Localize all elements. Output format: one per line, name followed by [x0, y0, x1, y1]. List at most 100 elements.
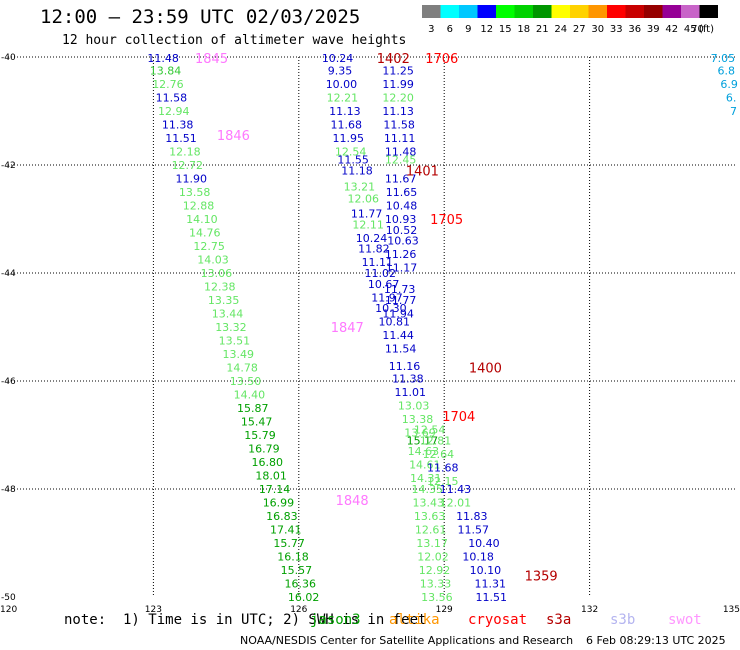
legend-label-27: 27: [573, 24, 586, 35]
wave-height-value: 13.32: [215, 321, 247, 334]
wave-height-value: 11.57: [458, 524, 490, 537]
wave-height-value: 12.75: [193, 240, 225, 253]
wave-height-value: 16.36: [285, 578, 317, 591]
wave-height-value: 11.54: [385, 343, 417, 356]
legend-label-39: 39: [647, 24, 660, 35]
wave-height-value: 13.21: [344, 181, 376, 194]
wave-height-value: 13.17: [416, 537, 448, 550]
wave-height-value: 14.63: [408, 445, 440, 458]
wave-height-value: 11.67: [385, 173, 417, 186]
legend-swatch-70: [699, 5, 718, 18]
wave-height-value: 11.11: [362, 256, 394, 269]
wave-height-value: 12.01: [440, 497, 472, 510]
legend-label-21: 21: [536, 24, 549, 35]
credit-text: NOAA/NESDIS Center for Satellite Applica…: [240, 634, 574, 647]
wave-height-value: 12.88: [183, 200, 215, 213]
legend-swatch-15: [496, 5, 515, 18]
wave-height-value: 12.11: [352, 218, 384, 231]
page-subtitle: 12 hour collection of altimeter wave hei…: [62, 33, 407, 48]
wave-height-value: 13.43: [412, 497, 444, 510]
wave-height-value: 17.14: [259, 483, 291, 496]
wave-height-value: 11.31: [474, 578, 506, 591]
pass-time-label: 1845: [195, 52, 228, 67]
lon-label-126: 126: [290, 605, 307, 615]
wave-height-value: 13.51: [219, 335, 251, 348]
wave-height-value: 16.83: [266, 510, 298, 523]
wave-height-value: 10.81: [379, 316, 411, 329]
wave-height-value: 12.20: [382, 92, 414, 105]
legend-swatch-39: [644, 5, 663, 18]
pass-time-label: 1359: [525, 569, 558, 584]
wave-height-value: 11.83: [456, 510, 488, 523]
wave-height-value: 11.58: [383, 119, 415, 132]
wave-height-value: 11.18: [341, 164, 373, 177]
lat-label--42: -42: [1, 161, 16, 171]
wave-height-value: 6.9: [720, 78, 738, 91]
wave-height-value: 6.8: [718, 65, 736, 78]
wave-height-value: 16.79: [248, 443, 280, 456]
wave-height-value: 12.45: [385, 154, 417, 167]
legend-label-70: 70: [691, 24, 704, 35]
wave-height-value: 11.48: [385, 146, 417, 159]
wave-height-value: 10.00: [326, 78, 358, 91]
lat-label--50: -50: [1, 593, 16, 603]
wave-height-value: 12.54: [414, 424, 446, 437]
wave-height-value: 10.52: [386, 224, 418, 237]
wave-height-value: 11.26: [385, 248, 417, 261]
wave-height-value: 17.41: [270, 524, 302, 537]
wave-height-value: 15.87: [237, 402, 269, 415]
legend-label-30: 30: [591, 24, 604, 35]
legend-swatch-18: [514, 5, 533, 18]
wave-height-value: 12.38: [204, 281, 236, 294]
legend-label-24: 24: [554, 24, 567, 35]
satellite-label-s3b: s3b: [610, 612, 636, 628]
wave-height-value: 10.18: [462, 551, 494, 564]
legend-label-9: 9: [465, 24, 471, 35]
satellite-label-swot: swot: [668, 612, 702, 628]
wave-height-value: 16.99: [263, 497, 295, 510]
wave-height-value: 13.38: [402, 413, 434, 426]
wave-height-value: 7: [730, 105, 737, 118]
pass-time-label: 1704: [442, 410, 475, 425]
legend-label-6: 6: [447, 24, 453, 35]
satellite-label-s3a: s3a: [546, 612, 572, 628]
wave-height-value: 14.61: [409, 459, 441, 472]
legend-label-15: 15: [499, 24, 512, 35]
wave-height-value: 13.06: [201, 267, 233, 280]
wave-height-value: 12.06: [348, 192, 380, 205]
legend-swatch-12: [477, 5, 496, 18]
lat-label--48: -48: [1, 485, 16, 495]
wave-height-value: 12.76: [152, 78, 184, 91]
satellite-label-altika: altika: [389, 612, 440, 628]
lon-label-129: 129: [436, 605, 453, 615]
wave-height-value: 16.80: [252, 456, 284, 469]
pass-time-label: 1847: [331, 321, 364, 336]
generated-date: 6 Feb 08:29:13 UTC 2025: [586, 634, 726, 647]
wave-height-value: 13.84: [150, 65, 182, 78]
wave-height-value: 15.47: [241, 416, 273, 429]
wave-height-value: 13.33: [420, 578, 452, 591]
wave-height-value: 13.69: [404, 426, 436, 439]
wave-height-value: 11.38: [392, 372, 424, 385]
wave-height-value: 10.63: [387, 235, 419, 248]
satellite-label-jason3: jason3: [310, 612, 361, 628]
wave-height-value: 11.51: [165, 132, 197, 145]
wave-height-value: 11.90: [175, 173, 207, 186]
wave-height-value: 11.02: [364, 267, 396, 280]
wave-height-value: 11.97: [371, 291, 403, 304]
legend-swatch-3: [422, 5, 441, 18]
legend-swatch-27: [570, 5, 589, 18]
pass-time-label: 1402: [377, 52, 410, 67]
wave-height-value: 16.18: [277, 551, 309, 564]
wave-height-value: 11.68: [427, 461, 459, 474]
wave-height-value: 14.76: [189, 227, 221, 240]
wave-height-value: 13.44: [212, 308, 244, 321]
wave-height-value: 15.57: [281, 564, 313, 577]
legend-swatch-33: [607, 5, 626, 18]
wave-height-value: 14.35: [411, 483, 443, 496]
wave-height-value: 11.44: [382, 329, 414, 342]
wave-height-value: 11.77: [351, 208, 383, 221]
wave-height-value: 10.48: [386, 200, 418, 213]
wave-height-value: 12.54: [335, 146, 367, 159]
